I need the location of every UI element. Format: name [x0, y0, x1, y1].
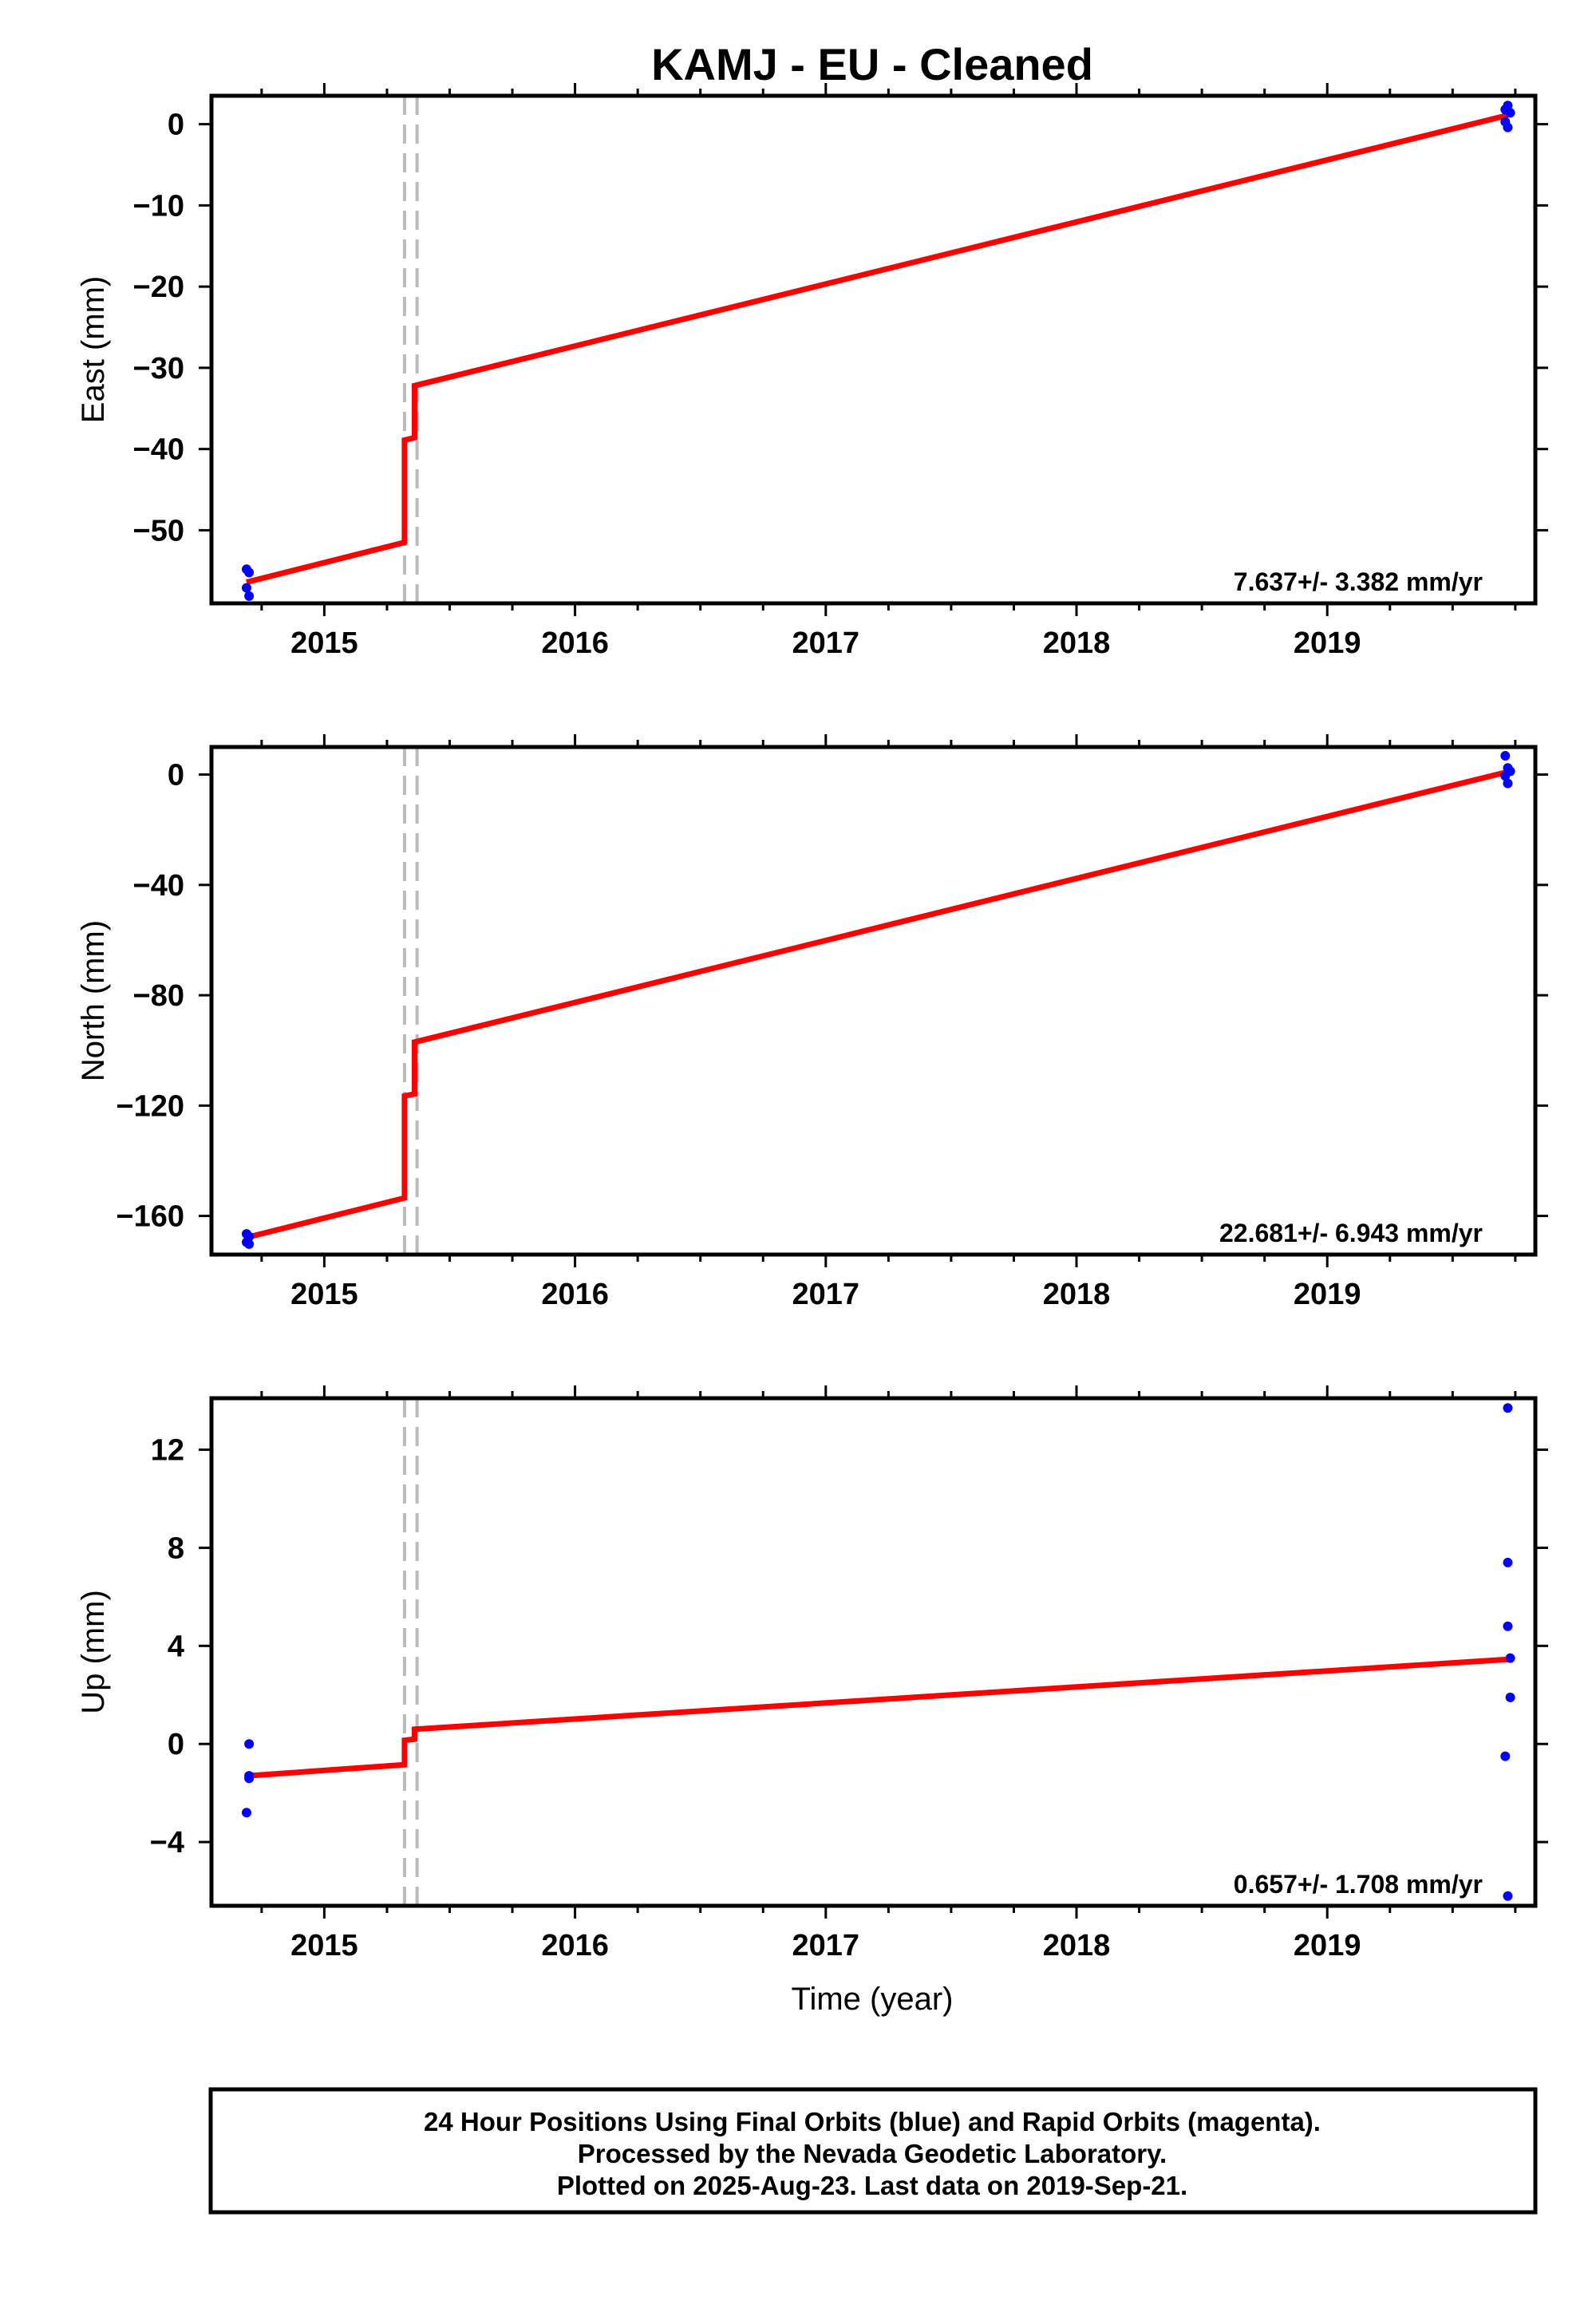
y-tick-label: 0 — [168, 1728, 184, 1761]
panels: 2015 2016 2017 2018 20190−10−20−30−40−50East… — [76, 83, 1548, 1962]
x-tick-label: 2018 — [1043, 1278, 1111, 1311]
y-tick-label: −30 — [133, 352, 184, 385]
panel-2: 2015 2016 2017 2018 2019 0 −40 −80 −120 −160 North… — [76, 734, 1548, 1311]
panel-3: 2015 2016 2017 2018 2019 12 8 4 0 −4 Up (mm) 0.657+… — [76, 1385, 1548, 1962]
data-point-5 — [1503, 1403, 1513, 1413]
y-axis-label: North (mm) — [76, 920, 111, 1081]
figure-title: KAMJ - EU - Cleaned — [651, 39, 1093, 89]
plot-frame — [209, 93, 1538, 606]
x-tick-label: 2018 — [1043, 1929, 1111, 1962]
data-point-4 — [241, 1808, 251, 1818]
x-axis-label: Time (year) — [792, 1982, 954, 2017]
x-tick-label: 2016 — [541, 1278, 609, 1311]
y-tick-label: 0 — [168, 759, 184, 792]
velocity-label: 7.637+/- 3.382 mm/yr — [1234, 567, 1483, 596]
x-tick-label: 2017 — [792, 1929, 860, 1962]
x-tick-label: 2016 — [541, 626, 609, 660]
y-tick-label: 8 — [168, 1531, 184, 1565]
x-tick-label: 2019 — [1294, 626, 1361, 660]
data-point-4 — [244, 591, 255, 601]
y-tick-label: −50 — [133, 514, 184, 547]
x-tick-label: 2017 — [792, 1278, 860, 1311]
y-tick-label: −40 — [133, 869, 184, 903]
data-point-11 — [1503, 1891, 1513, 1901]
data-point-9 — [1505, 766, 1515, 777]
data-point-4 — [244, 1239, 255, 1249]
x-tick-label: 2016 — [541, 1929, 609, 1962]
data-point-9 — [1505, 1692, 1515, 1702]
y-tick-label: −20 — [133, 271, 184, 304]
data-point-1 — [244, 1739, 255, 1749]
y-tick-label: −10 — [133, 189, 184, 223]
y-tick-label: −120 — [116, 1089, 184, 1123]
data-point-8 — [1505, 1653, 1515, 1663]
footer-line-3: Plotted on 2025-Aug-23. Last data on 201… — [557, 2171, 1187, 2200]
y-tick-label: −160 — [116, 1200, 184, 1234]
data-point-5 — [1500, 751, 1511, 761]
x-tick-label: 2015 — [290, 1278, 358, 1311]
x-tick-label: 2018 — [1043, 626, 1111, 660]
x-tick-label: 2015 — [290, 1929, 358, 1962]
model-line — [246, 113, 1509, 585]
y-tick-label: 4 — [168, 1630, 184, 1663]
y-axis-label: East (mm) — [76, 276, 111, 423]
data-point-9 — [1505, 108, 1515, 118]
x-tick-label: 2015 — [290, 626, 358, 660]
plot-frame — [209, 745, 1538, 1257]
y-axis-label: Up (mm) — [76, 1590, 111, 1714]
data-point-2 — [244, 567, 255, 578]
plot-frame — [209, 1396, 1538, 1908]
data-point-8 — [1503, 778, 1513, 788]
y-tick-label: −4 — [150, 1826, 184, 1860]
y-tick-label: 0 — [168, 109, 184, 142]
velocity-label: 0.657+/- 1.708 mm/yr — [1234, 1870, 1483, 1899]
data-point-6 — [1503, 101, 1513, 111]
x-tick-label: 2019 — [1294, 1278, 1361, 1311]
x-tick-label: 2017 — [792, 626, 860, 660]
footer-box: 24 Hour Positions Using Final Orbits (bl… — [208, 2087, 1538, 2215]
y-tick-label: −40 — [133, 433, 184, 467]
data-point-3 — [241, 583, 251, 593]
data-point-6 — [1503, 1557, 1513, 1567]
data-point-8 — [1503, 122, 1513, 132]
footer-line-2: Processed by the Nevada Geodetic Laborat… — [578, 2139, 1167, 2168]
velocity-label: 22.681+/- 6.943 mm/yr — [1219, 1219, 1483, 1247]
model-line — [246, 769, 1509, 1240]
model-line — [246, 1656, 1508, 1779]
x-tick-label: 2019 — [1294, 1929, 1361, 1962]
data-point-3 — [244, 1773, 255, 1784]
data-point-10 — [1500, 1751, 1511, 1761]
panel-1: 2015 2016 2017 2018 2019 0 −10 −20 −30 −40 −50 East… — [76, 83, 1548, 660]
footer-frame — [208, 2087, 1538, 2215]
y-tick-label: 12 — [151, 1434, 184, 1468]
data-point-7 — [1503, 1621, 1513, 1631]
footer-line-1: 24 Hour Positions Using Final Orbits (bl… — [424, 2107, 1321, 2136]
y-tick-label: −80 — [133, 979, 184, 1013]
